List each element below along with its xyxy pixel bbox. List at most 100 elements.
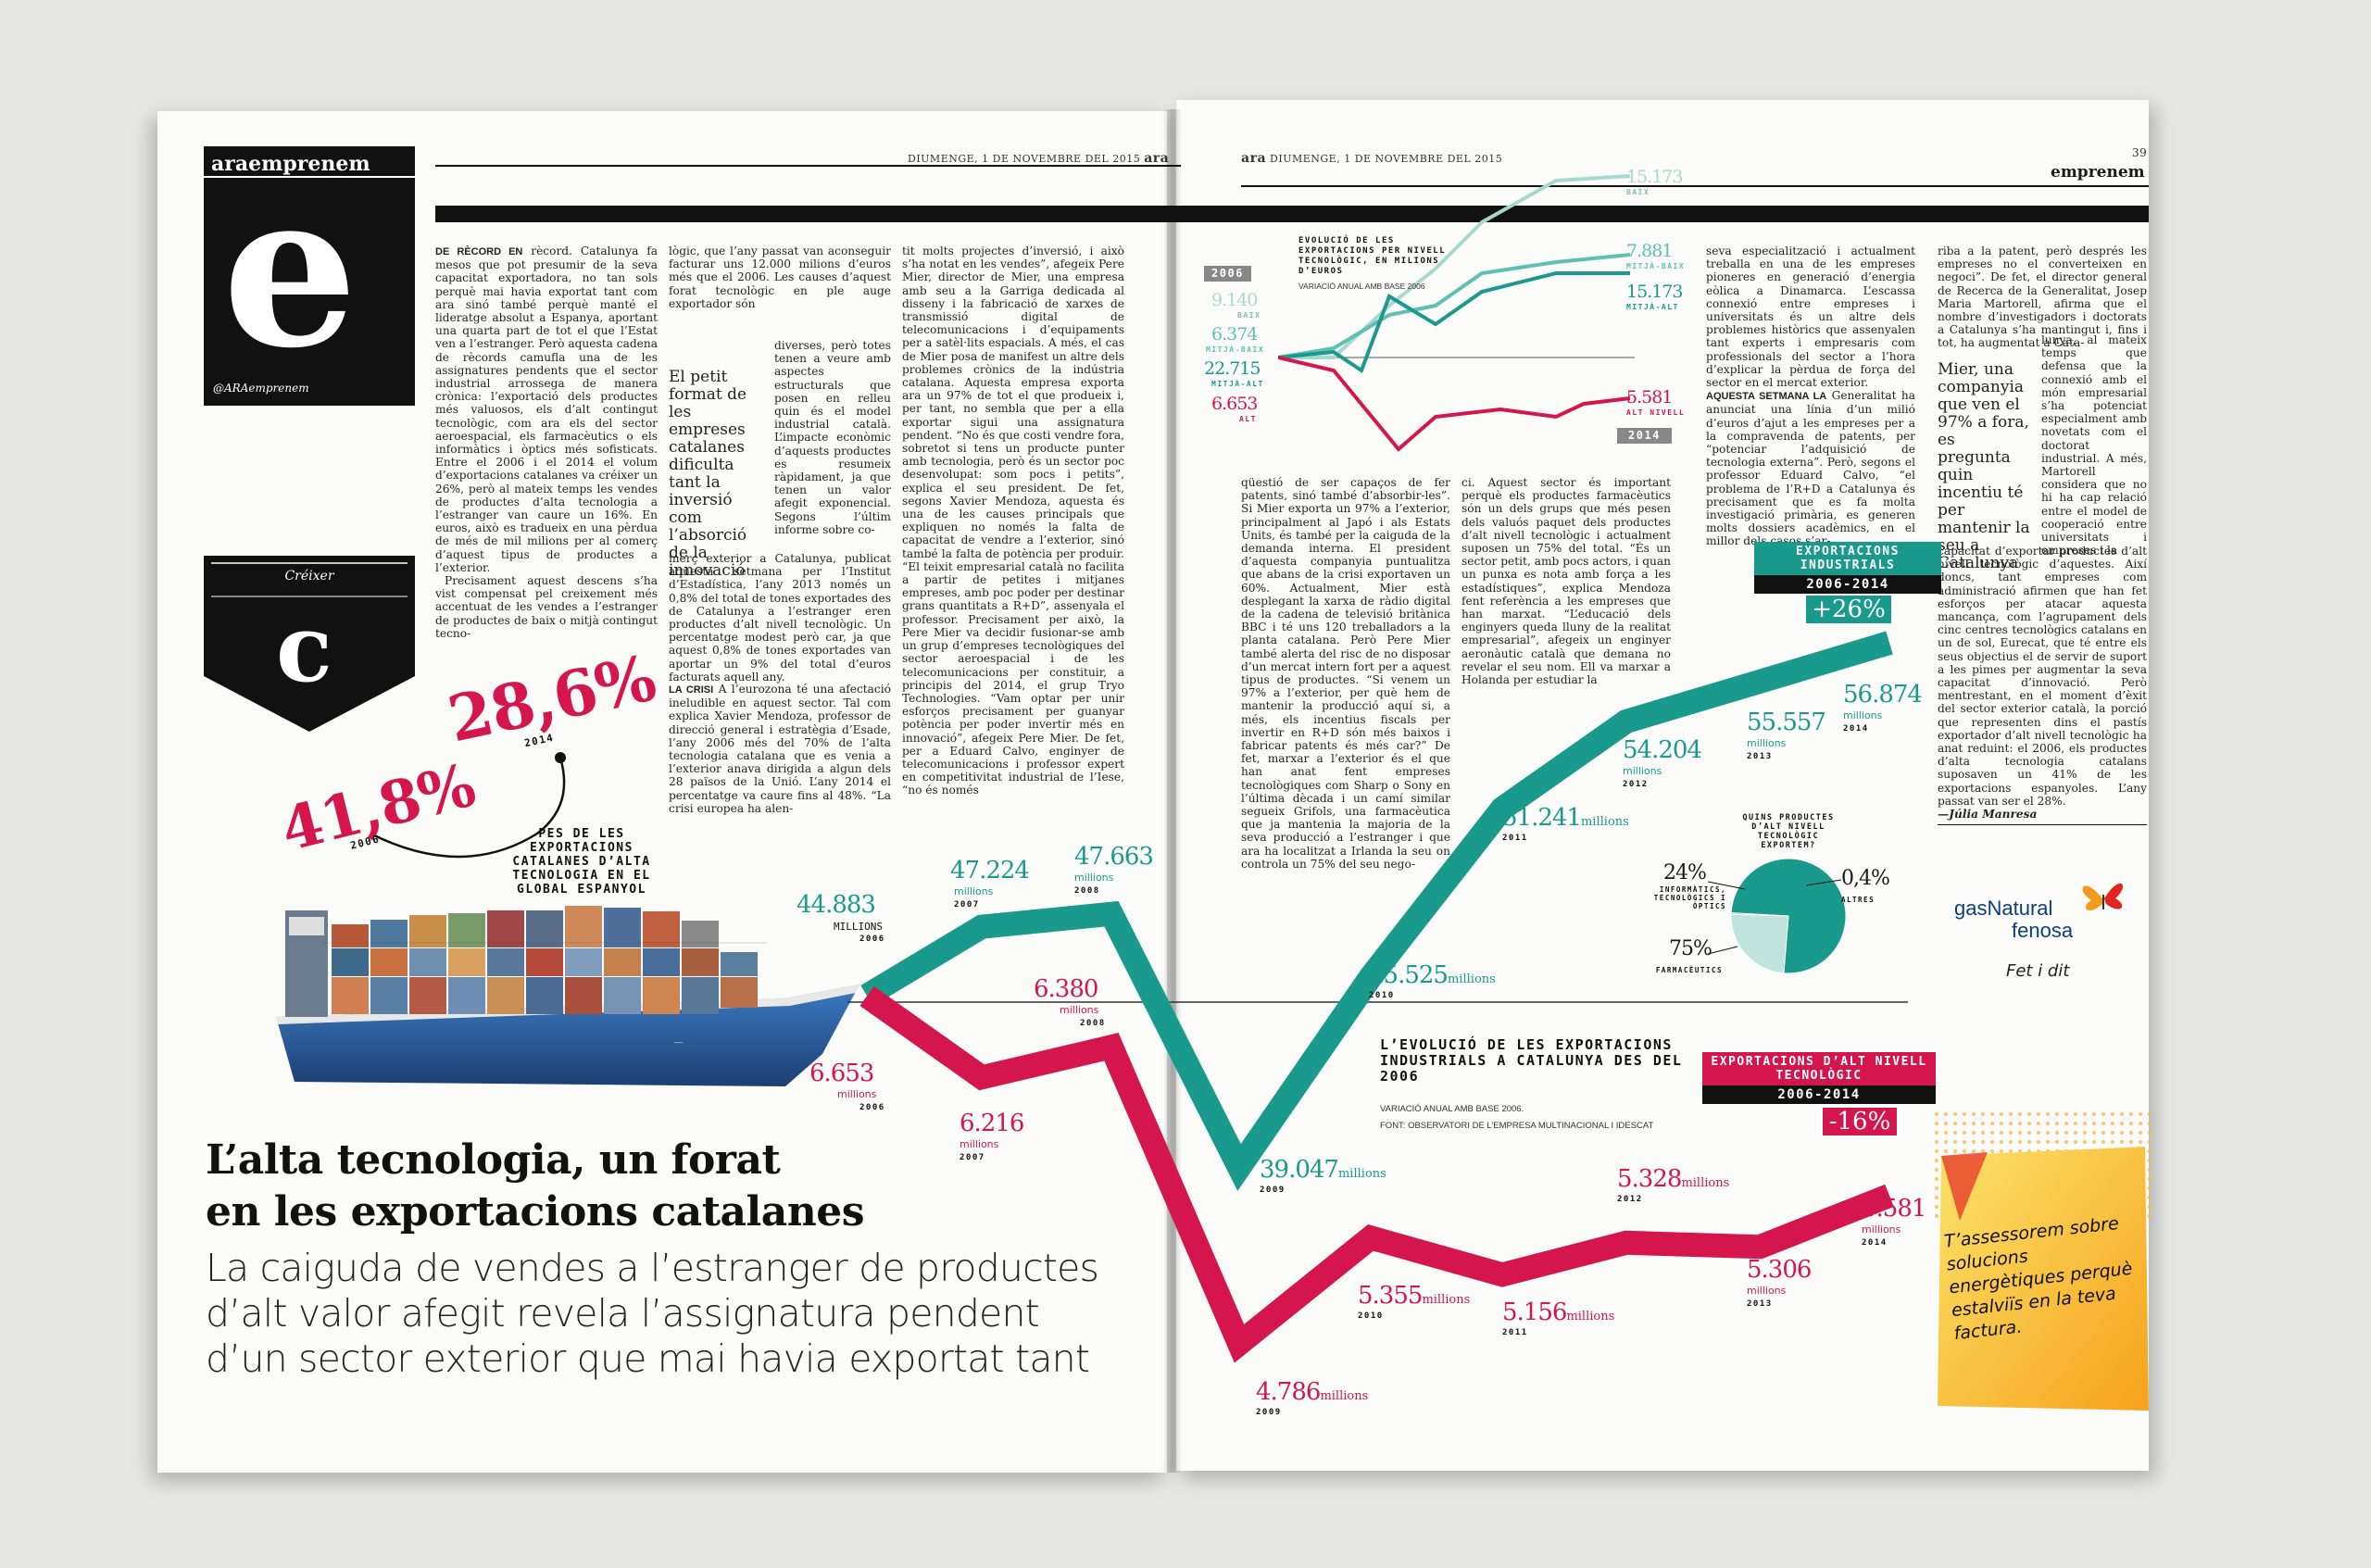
column-7-top: riba a la patent, però després les empre… — [1938, 245, 2147, 350]
teal-unit-2007: millions — [954, 885, 994, 897]
tech-baix-start: 9.140 — [1211, 290, 1258, 310]
share-arc-dot — [555, 752, 566, 763]
teal-unit-2006: millions — [834, 920, 883, 934]
red-value-2011: 5.156 — [1502, 1298, 1567, 1326]
teal-tag-period: 2006-2014 — [1754, 575, 1941, 594]
top-black-bar — [435, 206, 2149, 222]
mini-line-mitja-alt — [1278, 271, 1630, 374]
pie-label-others: 0,4% — [1841, 867, 1890, 890]
teal-unit-2011: millions — [1580, 815, 1629, 829]
red-label-2009: 4.786millions — [1256, 1378, 1368, 1406]
ad-card — [1932, 1110, 2154, 1411]
mini-line-alt — [1278, 356, 1631, 452]
teal-unit-2014: millions — [1843, 709, 1883, 721]
header-left-brand: ara — [1144, 151, 1170, 166]
tech-mitjabaix-end-name: MITJÀ-BAIX — [1626, 262, 1686, 270]
pull-quote-2: Mier, una companyia que ven el 97% a for… — [1938, 360, 2030, 572]
teal-unit-2008: millions — [1074, 872, 1114, 884]
tech-baix-end-name: BAIX — [1626, 188, 1650, 196]
tech-mitjaalt-start: 22.715 — [1204, 358, 1261, 379]
column-2-crisi: LA CRISI A l’eurozona té una afectació i… — [669, 683, 891, 815]
teal-unit-2010: millions — [1447, 972, 1496, 986]
author: —Júlia Manresa — [1938, 808, 2038, 822]
teal-value-2009: 39.047 — [1260, 1156, 1339, 1184]
teal-label-2006: 44.883 — [797, 891, 876, 919]
header-right-brand: ara — [1241, 151, 1267, 166]
teal-label-2014: 56.874 — [1843, 681, 1923, 709]
header-left-date: DIUMENGE, 1 DE NOVEMBRE DEL 2015 — [908, 153, 1141, 165]
column-3: tit molts projectes d’inversió, i això s… — [902, 245, 1124, 797]
red-unit-2012: millions — [1681, 1176, 1730, 1190]
mini-line-baix — [1278, 174, 1631, 359]
red-label-2006: 6.653 — [809, 1060, 874, 1087]
tech-mitjaalt-start-name: MITJÀ-ALT — [1211, 380, 1264, 388]
column-6-text: seva especialització i actualment trebal… — [1706, 245, 1915, 390]
pie-chart — [1730, 858, 1847, 974]
teal-value-2011: 51.241 — [1502, 804, 1582, 832]
red-year-2007b: 2007 — [960, 1153, 985, 1162]
tech-alt-end: 5.581 — [1626, 387, 1673, 408]
red-year-2011: 2011 — [1502, 1328, 1528, 1337]
teal-label-2013: 55.557 — [1747, 709, 1826, 736]
masthead-name: araemprenem — [204, 146, 415, 178]
red-label-2011: 5.156millions — [1502, 1298, 1614, 1326]
pie-name-pharma: FARMACÈUTICS — [1655, 966, 1723, 974]
teal-tag-change: +26% — [1804, 594, 1893, 625]
main-chart-subtitle: VARIACIÓ ANUAL AMB BASE 2006. — [1380, 1104, 1524, 1114]
subhead-line-1: La caiguda de vendes a l’estranger de pr… — [206, 1246, 1099, 1290]
svg-text:—: — — [674, 1037, 683, 1047]
pie-name-others: ALTRES — [1841, 896, 1875, 904]
main-chart-source: FONT: OBSERVATORI DE L’EMPRESA MULTINACI… — [1380, 1121, 1654, 1131]
red-unit-2013: millions — [1747, 1285, 1787, 1297]
red-year-2012: 2012 — [1617, 1195, 1643, 1204]
red-label-2012: 5.328millions — [1617, 1165, 1729, 1193]
tech-chart-title: EVOLUCIÓ DE LES EXPORTACIONS PER NIVELL … — [1298, 236, 1447, 276]
pie-title: QUINS PRODUCTES D’ALT NIVELL TECNOLÒGIC … — [1742, 813, 1835, 850]
tech-mitjaalt-end: 15.173 — [1626, 282, 1683, 302]
tech-alt-end-name: ALT NIVELL — [1626, 408, 1686, 417]
header-right-date: DIUMENGE, 1 DE NOVEMBRE DEL 2015 — [1270, 153, 1503, 165]
subsection-tag: Créixer c — [204, 556, 415, 732]
column-7-mid: lunya, al mateix temps que defensa que l… — [2041, 333, 2147, 558]
tech-mitjabaix-start-name: MITJÀ-BAIX — [1206, 345, 1265, 354]
teal-year-2006: 2006 — [859, 935, 885, 944]
tech-baix-start-name: BAIX — [1237, 311, 1261, 320]
author-rule — [1938, 824, 2147, 825]
masthead-handle: @ARAemprenem — [213, 382, 309, 395]
teal-label-2012: 54.204 — [1623, 736, 1702, 764]
column-5: ci. Aquest sector és important perquè el… — [1461, 476, 1671, 687]
column-2-top: lògic, que l’any passat van aconseguir f… — [669, 245, 891, 310]
subhead-line-2: d’alt valor afegit revela l’assignatura … — [206, 1291, 1040, 1336]
pie-slice-1 — [1730, 913, 1789, 974]
main-chart-title: L’EVOLUCIÓ DE LES EXPORTACIONS INDUSTRIA… — [1380, 1036, 1683, 1085]
column-2-mid: diverses, però totes tenen a veure amb a… — [774, 339, 891, 536]
red-label-2007: 6.216 — [960, 1110, 1024, 1137]
red-year-2006: 2006 — [859, 1103, 885, 1112]
column-6-lead: AQUESTA SETMANA LA — [1706, 391, 1827, 403]
red-year-2009: 2009 — [1256, 1408, 1282, 1417]
column-7-bottom: capacitat d’exportar productes d’alt niv… — [1938, 545, 2147, 821]
teal-year-2007: 2007 — [954, 900, 980, 909]
teal-unit-2006-text: millions — [834, 921, 883, 933]
column-7-bottom-text: capacitat d’exportar productes d’alt niv… — [1938, 545, 2147, 808]
column-6-text-b: Generalitat ha anunciat una línia d’un m… — [1706, 389, 1916, 548]
header-rule-right — [1241, 185, 2149, 187]
subhead-line-3: d’un sector exterior que mai havia expor… — [206, 1336, 1090, 1381]
tech-mitjabaix-end: 7.881 — [1626, 241, 1673, 261]
pie-leader-lines — [1707, 879, 1842, 955]
red-value-2009: 4.786 — [1256, 1378, 1321, 1406]
headline-line-2: en les exportacions catalanes — [206, 1188, 865, 1236]
tech-chart-subtitle: VARIACIÓ ANUAL AMB BASE 2006 — [1298, 282, 1425, 291]
page-gutter — [1163, 109, 1182, 1473]
teal-label-2007: 47.224 — [950, 857, 1030, 884]
teal-unit-2012: millions — [1623, 765, 1662, 777]
share-arc — [370, 757, 566, 859]
subsection-label: Créixer — [284, 569, 334, 583]
teal-year-2008: 2008 — [1074, 886, 1100, 896]
pie-slice-2 — [1730, 912, 1789, 917]
tech-mitjabaix-start: 6.374 — [1211, 324, 1258, 345]
column-1: DE RÈCORD EN rècord. Catalunya fa mesos … — [435, 245, 658, 640]
tech-alt-start: 6.653 — [1211, 394, 1258, 414]
red-label-2013: 5.306 — [1747, 1256, 1812, 1284]
